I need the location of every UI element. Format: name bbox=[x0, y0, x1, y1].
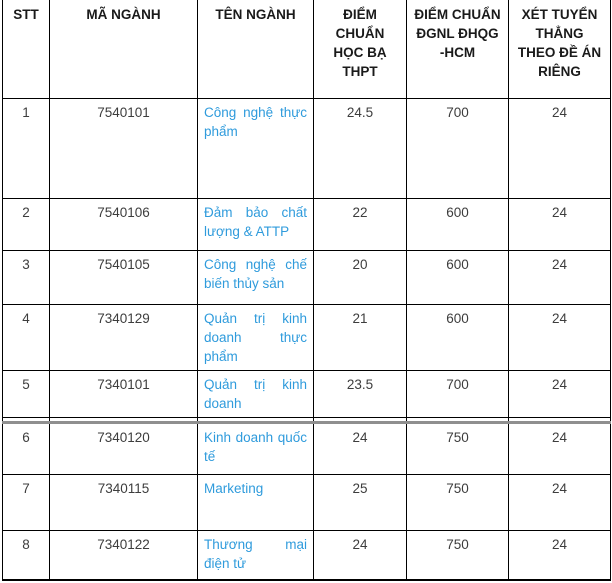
major-code-cell: 7540106 bbox=[49, 197, 198, 251]
column-header-ten-nganh: TÊN NGÀNH bbox=[197, 0, 314, 99]
xtt-score-cell: 24 bbox=[508, 369, 611, 418]
split-cell bbox=[508, 416, 611, 424]
hocba-score-cell: 24.5 bbox=[313, 97, 407, 199]
stt-cell: 1 bbox=[2, 97, 50, 199]
major-name-link[interactable]: Quản trị kinh doanh thực phẩm bbox=[197, 303, 314, 371]
stt-cell: 7 bbox=[2, 473, 50, 531]
hocba-score-cell: 24 bbox=[313, 421, 407, 475]
stt-cell: 6 bbox=[2, 421, 50, 475]
table-row: 1 7540101 Công nghệ thực phẩm 24.5 700 2… bbox=[2, 97, 611, 199]
stt-cell: 5 bbox=[2, 369, 50, 418]
xtt-score-cell: 24 bbox=[508, 303, 611, 371]
stt-cell: 8 bbox=[2, 529, 50, 581]
dgnl-score-cell: 600 bbox=[406, 197, 509, 251]
major-code-cell: 7340122 bbox=[49, 529, 198, 581]
major-name-link[interactable]: Đảm bảo chất lượng & ATTP bbox=[197, 197, 314, 251]
table-row: 8 7340122 Thương mại điện tử 24 750 24 bbox=[2, 529, 611, 581]
major-name-link[interactable]: Công nghệ thực phẩm bbox=[197, 97, 314, 199]
table-split-line bbox=[2, 416, 611, 424]
column-header-diem-hoc-ba: ĐIỂM CHUẨN HỌC BẠ THPT bbox=[313, 0, 407, 99]
xtt-score-cell: 24 bbox=[508, 97, 611, 199]
xtt-score-cell: 24 bbox=[508, 529, 611, 581]
xtt-score-cell: 24 bbox=[508, 421, 611, 475]
dgnl-score-cell: 600 bbox=[406, 303, 509, 371]
major-code-cell: 7540101 bbox=[49, 97, 198, 199]
stt-cell: 3 bbox=[2, 249, 50, 305]
hocba-score-cell: 25 bbox=[313, 473, 407, 531]
major-name-link[interactable]: Công nghệ chế biến thủy sản bbox=[197, 249, 314, 305]
hocba-score-cell: 21 bbox=[313, 303, 407, 371]
major-name-link[interactable]: Kinh doanh quốc tế bbox=[197, 421, 314, 475]
table-row: 2 7540106 Đảm bảo chất lượng & ATTP 22 6… bbox=[2, 197, 611, 251]
xtt-score-cell: 24 bbox=[508, 249, 611, 305]
dgnl-score-cell: 750 bbox=[406, 529, 509, 581]
major-code-cell: 7340120 bbox=[49, 421, 198, 475]
xtt-score-cell: 24 bbox=[508, 473, 611, 531]
xtt-score-cell: 24 bbox=[508, 197, 611, 251]
dgnl-score-cell: 750 bbox=[406, 473, 509, 531]
major-name-link[interactable]: Thương mại điện tử bbox=[197, 529, 314, 581]
table-header-row: STT MÃ NGÀNH TÊN NGÀNH ĐIỂM CHUẨN HỌC BẠ… bbox=[2, 0, 611, 99]
dgnl-score-cell: 700 bbox=[406, 369, 509, 418]
major-code-cell: 7340115 bbox=[49, 473, 198, 531]
table-row: 6 7340120 Kinh doanh quốc tế 24 750 24 bbox=[2, 421, 611, 475]
major-name-link[interactable]: Quản trị kinh doanh bbox=[197, 369, 314, 418]
column-header-diem-dgnl: ĐIỂM CHUẨN ĐGNL ĐHQG -HCM bbox=[406, 0, 509, 99]
major-code-cell: 7340101 bbox=[49, 369, 198, 418]
stt-cell: 4 bbox=[2, 303, 50, 371]
major-code-cell: 7540105 bbox=[49, 249, 198, 305]
dgnl-score-cell: 750 bbox=[406, 421, 509, 475]
dgnl-score-cell: 600 bbox=[406, 249, 509, 305]
table-row: 5 7340101 Quản trị kinh doanh 23.5 700 2… bbox=[2, 369, 611, 418]
table-row: 3 7540105 Công nghệ chế biến thủy sản 20… bbox=[2, 249, 611, 305]
table-row: 7 7340115 Marketing 25 750 24 bbox=[2, 473, 611, 531]
hocba-score-cell: 20 bbox=[313, 249, 407, 305]
hocba-score-cell: 24 bbox=[313, 529, 407, 581]
hocba-score-cell: 22 bbox=[313, 197, 407, 251]
column-header-ma-nganh: MÃ NGÀNH bbox=[49, 0, 198, 99]
column-header-xet-tuyen-thang: XÉT TUYỂN THẲNG THEO ĐỀ ÁN RIÊNG bbox=[508, 0, 611, 99]
dgnl-score-cell: 700 bbox=[406, 97, 509, 199]
column-header-stt: STT bbox=[2, 0, 50, 99]
table-row: 4 7340129 Quản trị kinh doanh thực phẩm … bbox=[2, 303, 611, 371]
major-code-cell: 7340129 bbox=[49, 303, 198, 371]
major-name-link[interactable]: Marketing bbox=[197, 473, 314, 531]
stt-cell: 2 bbox=[2, 197, 50, 251]
hocba-score-cell: 23.5 bbox=[313, 369, 407, 418]
